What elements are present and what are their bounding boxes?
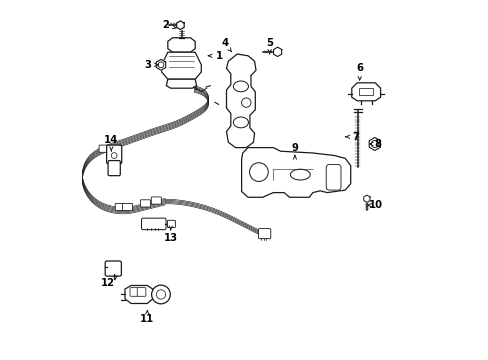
Text: 8: 8 xyxy=(373,139,381,149)
Polygon shape xyxy=(358,88,373,95)
Polygon shape xyxy=(162,52,201,79)
FancyBboxPatch shape xyxy=(167,220,175,228)
Text: 12: 12 xyxy=(101,278,115,288)
Polygon shape xyxy=(241,148,350,197)
FancyBboxPatch shape xyxy=(140,200,150,207)
Polygon shape xyxy=(176,21,184,30)
Polygon shape xyxy=(226,54,256,148)
Text: 2: 2 xyxy=(162,20,168,30)
Text: 1: 1 xyxy=(215,51,223,61)
Text: 14: 14 xyxy=(104,135,118,145)
Polygon shape xyxy=(351,83,380,101)
FancyBboxPatch shape xyxy=(141,218,166,230)
FancyBboxPatch shape xyxy=(137,288,145,296)
Ellipse shape xyxy=(290,169,309,180)
FancyBboxPatch shape xyxy=(115,203,125,211)
Polygon shape xyxy=(273,47,281,57)
Polygon shape xyxy=(125,285,152,303)
FancyBboxPatch shape xyxy=(122,203,132,211)
Text: 3: 3 xyxy=(143,60,150,70)
FancyBboxPatch shape xyxy=(99,145,109,152)
Text: 5: 5 xyxy=(265,38,273,48)
Text: 7: 7 xyxy=(352,132,359,142)
Text: 11: 11 xyxy=(140,314,154,324)
Circle shape xyxy=(151,285,170,304)
Ellipse shape xyxy=(233,117,248,128)
FancyBboxPatch shape xyxy=(258,229,270,239)
Polygon shape xyxy=(167,38,195,52)
FancyBboxPatch shape xyxy=(105,261,121,276)
FancyBboxPatch shape xyxy=(108,161,120,176)
FancyBboxPatch shape xyxy=(151,197,161,204)
Text: 9: 9 xyxy=(291,143,298,153)
Polygon shape xyxy=(368,138,380,150)
FancyBboxPatch shape xyxy=(106,145,122,164)
Polygon shape xyxy=(166,79,196,88)
FancyBboxPatch shape xyxy=(325,165,340,190)
Circle shape xyxy=(249,163,268,181)
Text: 4: 4 xyxy=(221,38,228,48)
Text: 10: 10 xyxy=(368,200,382,210)
Text: 6: 6 xyxy=(355,63,363,73)
Ellipse shape xyxy=(233,81,248,92)
Polygon shape xyxy=(363,195,369,202)
Polygon shape xyxy=(156,59,165,70)
Text: 13: 13 xyxy=(163,233,177,243)
FancyBboxPatch shape xyxy=(130,288,139,296)
